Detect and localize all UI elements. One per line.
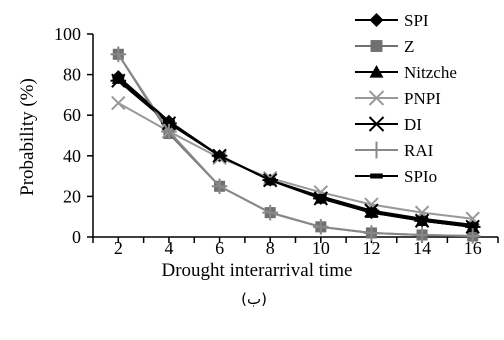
legend-label: SPI [404, 11, 429, 30]
series-pnpi [111, 95, 480, 226]
data-point [262, 204, 278, 221]
x-tick-label: 16 [464, 238, 482, 258]
x-tick-label: 8 [266, 238, 275, 258]
legend-item-spio: SPIo [355, 167, 437, 186]
y-tick-label: 0 [72, 227, 81, 247]
data-point [313, 219, 329, 235]
data-point [416, 216, 428, 222]
x-tick-label: 14 [413, 238, 431, 258]
x-tick-label: 6 [215, 238, 224, 258]
legend: SPI Z Nitzche PNPI DI RAI SPIo [355, 11, 457, 186]
y-tick-label: 60 [63, 105, 81, 125]
data-point [464, 228, 481, 244]
data-point [213, 153, 226, 159]
y-tick-label: 40 [63, 146, 81, 166]
data-point [211, 178, 228, 195]
series-rai [110, 46, 481, 244]
x-tick-label: 10 [312, 238, 330, 258]
x-tick-label: 2 [114, 238, 123, 258]
legend-marker [370, 173, 383, 179]
data-point [264, 177, 277, 183]
axes: 0 20 40 60 80 100 2 4 6 8 10 12 14 16 [54, 24, 499, 258]
legend-marker [370, 40, 383, 52]
y-tick-label: 80 [63, 65, 81, 85]
legend-marker [368, 116, 385, 132]
data-point [414, 227, 430, 243]
legend-label: DI [404, 115, 422, 134]
y-axis-title: Probability (%) [17, 78, 38, 196]
data-point [161, 123, 177, 140]
series-line [117, 102, 473, 220]
legend-item-nitzche: Nitzche [355, 63, 457, 82]
legend-marker [369, 65, 384, 78]
legend-label: Z [404, 37, 414, 56]
data-point [163, 118, 175, 124]
legend-marker [368, 90, 385, 106]
figure-caption: (ب) [241, 290, 267, 308]
x-axis-title: Drought interarrival time [162, 260, 353, 281]
legend-item-spi: SPI [355, 11, 429, 30]
x-tick-label: 12 [362, 238, 380, 258]
legend-label: RAI [404, 141, 434, 160]
data-point [112, 76, 125, 82]
legend-label: SPIo [404, 167, 437, 186]
legend-item-rai: RAI [355, 141, 434, 160]
legend-label: PNPI [404, 89, 441, 108]
legend-item-di: DI [355, 115, 422, 134]
legend-label: Nitzche [404, 63, 457, 82]
y-tick-label: 100 [54, 24, 81, 44]
series-line [117, 53, 473, 237]
data-point [363, 225, 380, 241]
legend-item-pnpi: PNPI [355, 89, 441, 108]
data-point [110, 46, 127, 63]
series-line [117, 77, 473, 226]
y-tick-label: 20 [63, 186, 81, 206]
x-tick-label: 4 [164, 238, 173, 258]
legend-marker [368, 141, 385, 159]
series-spio [112, 76, 479, 228]
series-layer [110, 46, 481, 244]
legend-marker [369, 13, 384, 27]
data-point [314, 193, 327, 199]
legend-item-z: Z [355, 37, 414, 56]
data-point [466, 222, 479, 228]
data-point [111, 95, 126, 111]
data-point [365, 208, 378, 214]
